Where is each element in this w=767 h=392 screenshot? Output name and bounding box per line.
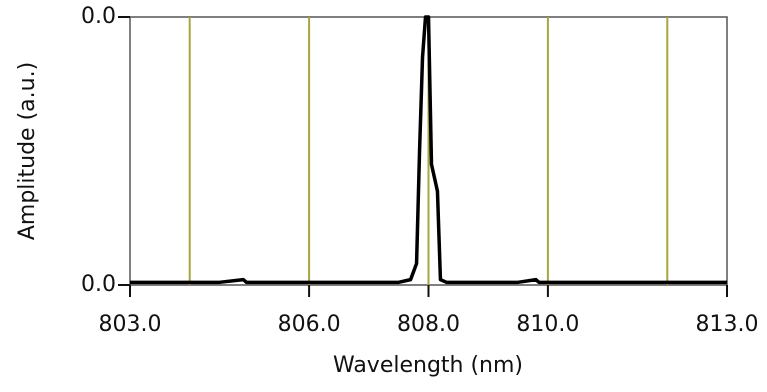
x-tick-label: 813.0: [696, 312, 759, 337]
y-tick-label: 0.0: [81, 272, 116, 297]
y-axis-title: Amplitude (a.u.): [15, 62, 40, 240]
x-tick-label: 810.0: [516, 312, 579, 337]
x-axis-title: Wavelength (nm): [333, 353, 523, 378]
y-tick-label: 0.0: [81, 4, 116, 29]
x-tick-label: 803.0: [99, 312, 162, 337]
data-line: [130, 15, 727, 285]
x-tick-label: 806.0: [278, 312, 341, 337]
x-tick-label: 808.0: [397, 312, 460, 337]
